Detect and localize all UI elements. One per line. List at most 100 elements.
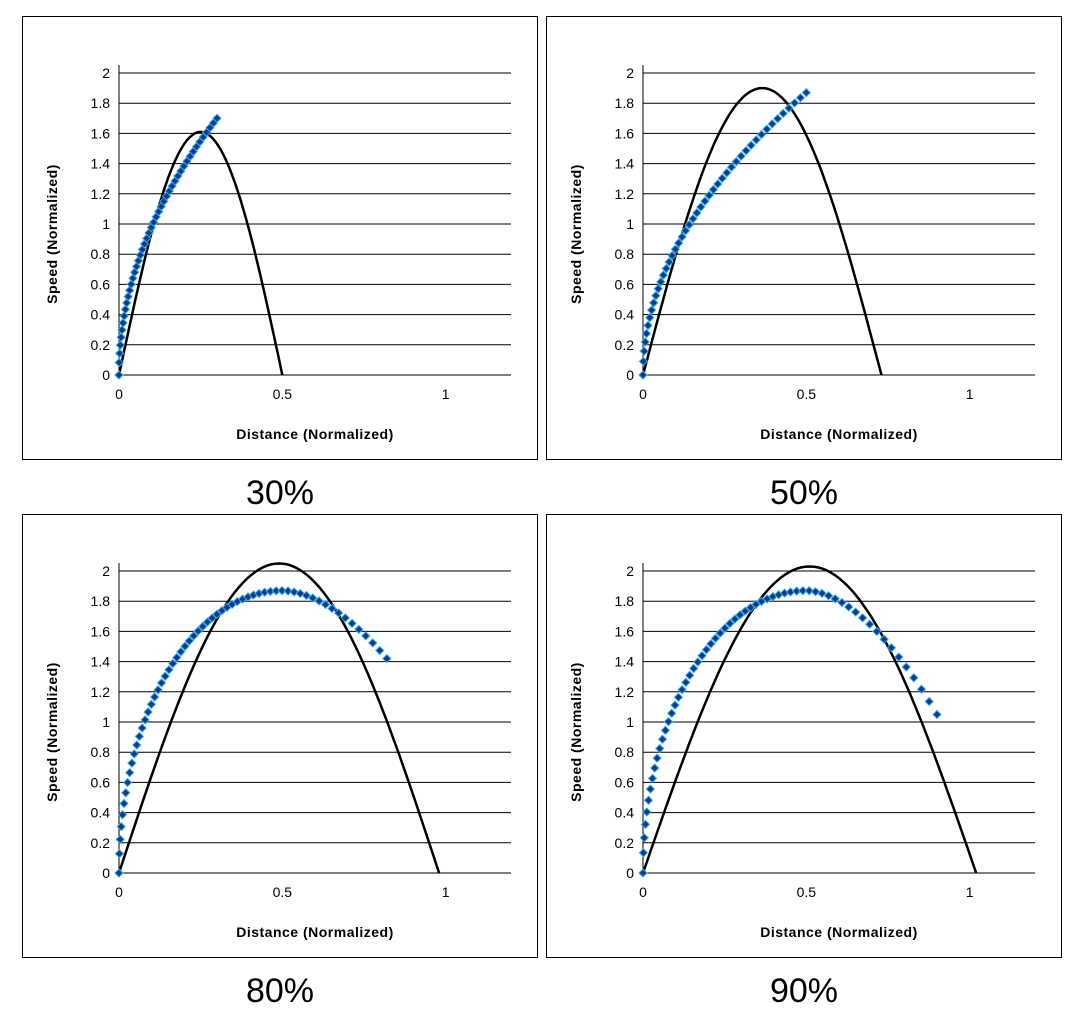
data-point bbox=[684, 670, 695, 681]
y-tick-label: 1.8 bbox=[91, 95, 111, 111]
chart-svg: 0 0.2 0.4 0.6 0.8 1 1.2 1.4 1.6 1.8 2 0 0.5 1 Distance… bbox=[44, 65, 511, 442]
chart-panel-50: 0 0.2 0.4 0.6 0.8 1 1.2 1.4 1.6 1.8 2 0 0.5 1 Distance… bbox=[546, 16, 1062, 460]
y-tick-label: 1.4 bbox=[91, 156, 111, 172]
data-point bbox=[740, 606, 750, 616]
data-point bbox=[643, 320, 653, 331]
data-point bbox=[894, 652, 904, 662]
data-point bbox=[202, 617, 213, 627]
data-point bbox=[638, 370, 648, 380]
data-point bbox=[172, 652, 182, 663]
data-point bbox=[772, 113, 783, 124]
data-point bbox=[658, 270, 669, 280]
data-point bbox=[114, 348, 125, 359]
data-point bbox=[120, 304, 131, 315]
data-point bbox=[916, 684, 927, 694]
y-tick-label: 0.2 bbox=[91, 337, 111, 353]
y-tick-label: 1 bbox=[102, 714, 110, 730]
y-tick-label: 0 bbox=[102, 865, 110, 881]
data-point bbox=[720, 623, 730, 633]
data-point bbox=[114, 357, 124, 368]
data-point bbox=[708, 184, 719, 195]
data-point bbox=[649, 763, 660, 773]
y-tick-label: 1 bbox=[102, 216, 110, 232]
data-point bbox=[639, 346, 649, 356]
x-tick-label: 0 bbox=[115, 884, 123, 900]
data-point bbox=[168, 658, 178, 669]
y-tick-label: 0.6 bbox=[615, 276, 635, 292]
data-point bbox=[909, 673, 919, 683]
y-tick-label: 0.8 bbox=[615, 744, 635, 760]
y-tick-label: 0.4 bbox=[91, 307, 111, 323]
y-tick-label: 1.4 bbox=[615, 654, 635, 670]
data-point bbox=[114, 868, 124, 878]
data-point bbox=[810, 586, 821, 597]
data-point bbox=[180, 641, 190, 651]
data-point bbox=[308, 593, 318, 603]
chart-svg: 0 0.2 0.4 0.6 0.8 1 1.2 1.4 1.6 1.8 2 0 0.5 1 Distance… bbox=[568, 563, 1035, 940]
x-tick-label: 0 bbox=[639, 386, 647, 402]
data-point bbox=[193, 626, 203, 636]
x-tick-label: 0.5 bbox=[273, 884, 293, 900]
data-point bbox=[823, 591, 834, 601]
x-tick-label: 0.5 bbox=[273, 386, 293, 402]
data-point bbox=[850, 607, 861, 617]
data-point bbox=[677, 685, 687, 695]
data-point bbox=[116, 821, 126, 832]
y-tick-label: 1.8 bbox=[91, 593, 111, 609]
y-axis-label: Speed (Normalized) bbox=[44, 164, 60, 304]
data-point bbox=[655, 743, 665, 754]
data-point bbox=[735, 610, 745, 620]
caption-50: 50% bbox=[769, 474, 839, 512]
data-point bbox=[660, 725, 671, 736]
y-tick-label: 1.2 bbox=[91, 186, 111, 202]
data-point bbox=[651, 290, 661, 301]
data-point bbox=[673, 238, 684, 248]
data-point bbox=[116, 332, 126, 343]
chart-panel-90: 0 0.2 0.4 0.6 0.8 1 1.2 1.4 1.6 1.8 2 0 0.5 1 Distance… bbox=[546, 514, 1062, 958]
y-tick-label: 1.4 bbox=[615, 156, 635, 172]
data-point bbox=[725, 618, 735, 629]
data-point bbox=[667, 250, 677, 261]
data-point bbox=[798, 585, 808, 596]
data-point bbox=[188, 631, 199, 641]
data-point bbox=[361, 631, 371, 641]
marker-series bbox=[114, 113, 222, 380]
data-point bbox=[320, 599, 331, 610]
data-point bbox=[354, 624, 364, 635]
x-tick-label: 1 bbox=[966, 884, 974, 900]
y-tick-label: 0 bbox=[102, 367, 110, 383]
x-tick-label: 1 bbox=[966, 386, 974, 402]
data-point bbox=[688, 663, 699, 674]
data-point bbox=[647, 773, 658, 784]
data-point bbox=[327, 603, 337, 614]
marker-series bbox=[638, 87, 812, 380]
x-axis-label: Distance (Normalized) bbox=[236, 426, 394, 442]
y-tick-label: 0.4 bbox=[615, 307, 635, 323]
data-point bbox=[704, 190, 714, 201]
data-point bbox=[642, 807, 652, 817]
y-tick-label: 0.8 bbox=[91, 246, 111, 262]
data-point bbox=[872, 626, 882, 637]
y-tick-label: 1.8 bbox=[615, 95, 635, 111]
data-point bbox=[932, 709, 942, 720]
data-point bbox=[176, 647, 186, 657]
data-point bbox=[656, 277, 666, 287]
data-point bbox=[301, 590, 312, 601]
y-tick-label: 0.2 bbox=[615, 835, 635, 851]
y-tick-label: 0.2 bbox=[615, 337, 635, 353]
data-point bbox=[119, 311, 129, 321]
data-point bbox=[804, 586, 814, 596]
y-tick-label: 2 bbox=[626, 563, 634, 579]
y-tick-label: 0.6 bbox=[615, 774, 635, 790]
data-point bbox=[132, 740, 142, 750]
y-tick-label: 1.2 bbox=[615, 186, 635, 202]
x-axis-label: Distance (Normalized) bbox=[760, 426, 918, 442]
data-point bbox=[844, 602, 854, 612]
marker-series bbox=[114, 585, 392, 878]
y-tick-label: 1.2 bbox=[615, 684, 635, 700]
y-tick-label: 0.4 bbox=[615, 805, 635, 821]
data-point bbox=[817, 588, 827, 599]
data-point bbox=[681, 677, 691, 688]
data-point bbox=[149, 692, 160, 702]
data-point bbox=[347, 618, 357, 629]
